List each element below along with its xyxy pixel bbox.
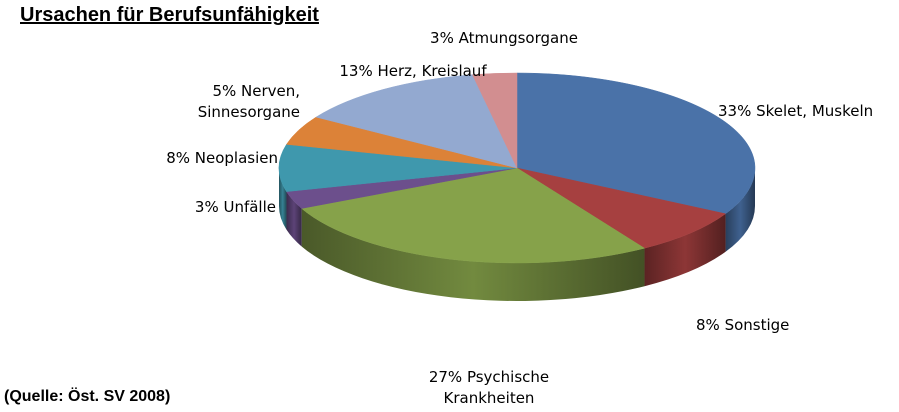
- pie-slice-label: 8% Neoplasien: [166, 149, 278, 167]
- pie-slice-side: [279, 168, 287, 230]
- pie-slice: [472, 72, 518, 169]
- chart-title: Ursachen für Berufsunfähigkeit: [20, 4, 319, 26]
- pie-slice: [516, 72, 756, 215]
- pie-slice: [315, 74, 518, 169]
- pie-slice-label: 3% Atmungsorgane: [430, 29, 578, 47]
- pie-slice-side: [301, 208, 645, 301]
- pie-top-layer: [278, 72, 756, 264]
- pie-slice-side: [644, 213, 726, 287]
- pie-side-layer: [279, 168, 755, 301]
- pie-slice-label: 33% Skelet, Muskeln: [718, 102, 873, 120]
- source-note: (Quelle: Öst. SV 2008): [4, 388, 171, 405]
- pie-slice: [301, 167, 646, 264]
- pie-slice-label: 5% Nerven, Sinnesorgane: [198, 82, 300, 121]
- pie-slice: [516, 167, 727, 249]
- pie-label-layer: 33% Skelet, Muskeln 8% Sonstige 27% Psychi…: [166, 29, 873, 407]
- pie-slice-label: 8% Sonstige: [696, 316, 789, 334]
- pie-slice-label: 27% Psychische Krankheiten: [429, 368, 549, 407]
- pie-slice: [278, 144, 518, 192]
- pie-slice-label: 13% Herz, Kreislauf: [339, 62, 487, 80]
- pie-slice-label: 3% Unfälle: [195, 198, 276, 216]
- pie-slice-side: [725, 168, 755, 252]
